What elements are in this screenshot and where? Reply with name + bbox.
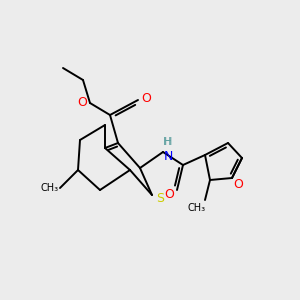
Text: O: O — [233, 178, 243, 190]
Text: O: O — [141, 92, 151, 104]
Text: H: H — [163, 137, 171, 147]
Text: N: N — [163, 151, 173, 164]
Text: O: O — [77, 97, 87, 110]
Text: S: S — [156, 193, 164, 206]
Text: CH₃: CH₃ — [188, 203, 206, 213]
Text: O: O — [164, 188, 174, 202]
Text: CH₃: CH₃ — [41, 183, 59, 193]
Text: H: H — [164, 137, 172, 147]
